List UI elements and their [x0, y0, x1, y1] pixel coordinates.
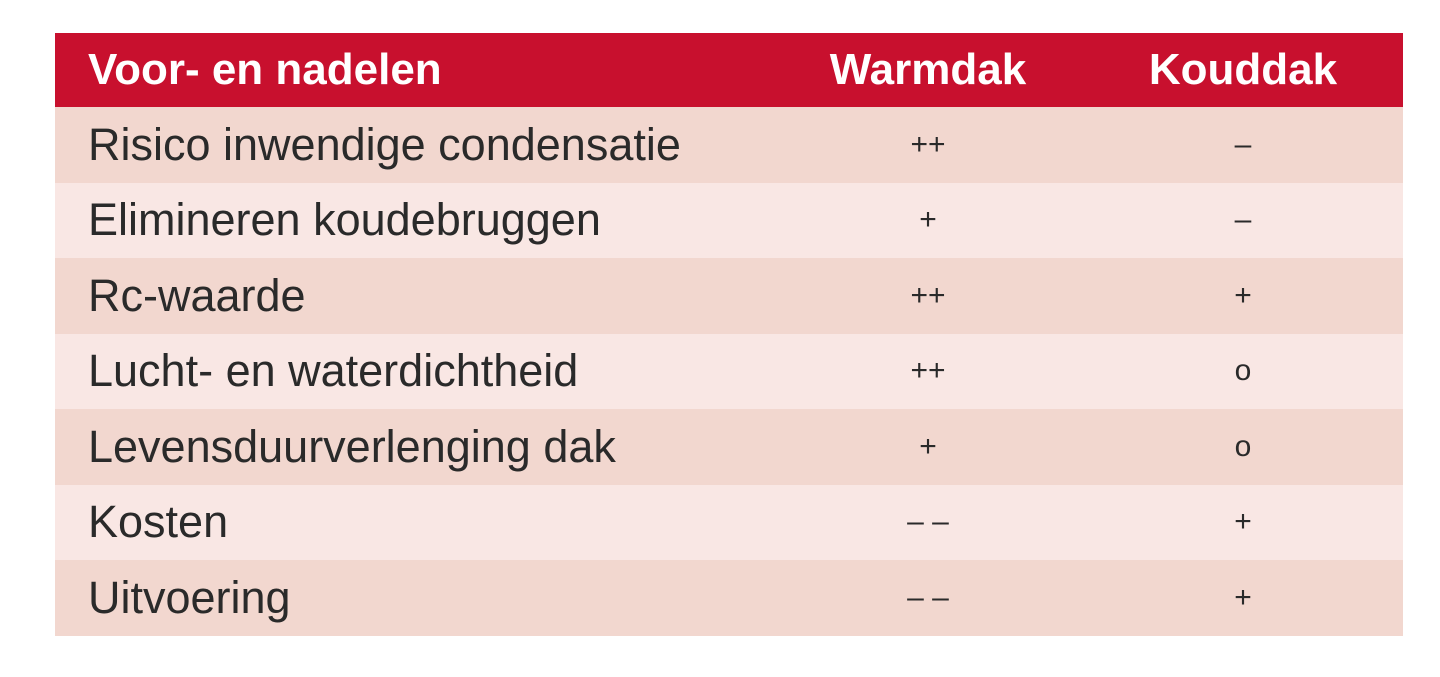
table-row: Kosten – – + [55, 484, 1403, 560]
table-row: Lucht- en waterdichtheid ++ o [55, 333, 1403, 409]
table-header: Voor- en nadelen Warmdak Kouddak [55, 33, 1403, 107]
warmdak-score: ++ [910, 127, 946, 161]
warmdak-score: ++ [910, 354, 946, 388]
warmdak-score: – – [907, 580, 949, 614]
warmdak-score: – – [907, 505, 949, 539]
row-criterion: Risico inwendige condensatie [88, 118, 681, 170]
row-criterion: Kosten [88, 496, 229, 548]
row-criterion: Elimineren koudebruggen [88, 194, 601, 246]
row-criterion: Uitvoering [88, 571, 291, 623]
kouddak-score: + [1234, 505, 1252, 539]
comparison-table: Voor- en nadelen Warmdak Kouddak Risico … [55, 33, 1403, 636]
header-warmdak: Warmdak [829, 45, 1027, 94]
header-criteria: Voor- en nadelen [88, 45, 442, 94]
header-kouddak: Kouddak [1148, 45, 1338, 94]
table-row: Elimineren koudebruggen + – [55, 182, 1403, 258]
table-row: Rc-waarde ++ + [55, 258, 1403, 334]
kouddak-score: + [1234, 580, 1252, 614]
kouddak-score: + [1234, 278, 1252, 312]
table-row: Levensduurverlenging dak + o [55, 409, 1403, 485]
warmdak-score: ++ [910, 278, 946, 312]
kouddak-score: o [1234, 429, 1252, 463]
table-row: Risico inwendige condensatie ++ – [55, 107, 1403, 183]
table-row: Uitvoering – – + [55, 560, 1403, 636]
row-criterion: Levensduurverlenging dak [88, 420, 616, 472]
kouddak-score: o [1234, 354, 1252, 388]
warmdak-score: + [919, 203, 937, 237]
warmdak-score: + [919, 429, 937, 463]
row-criterion: Lucht- en waterdichtheid [88, 345, 579, 397]
row-criterion: Rc-waarde [88, 269, 306, 321]
kouddak-score: – [1234, 203, 1252, 237]
kouddak-score: – [1234, 127, 1252, 161]
